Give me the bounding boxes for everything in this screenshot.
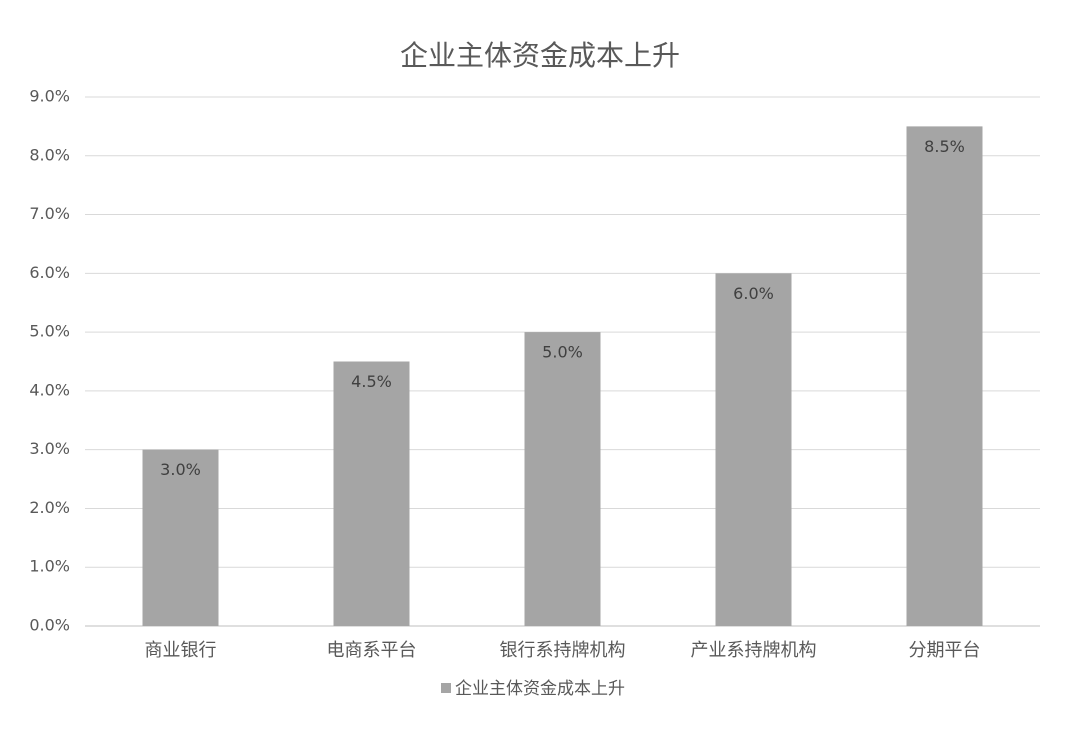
data-label: 6.0% bbox=[733, 284, 774, 303]
chart-title: 企业主体资金成本上升 bbox=[400, 39, 680, 72]
x-tick-label: 产业系持牌机构 bbox=[691, 640, 817, 661]
y-tick-label: 8.0% bbox=[29, 145, 70, 164]
y-tick-label: 5.0% bbox=[29, 322, 70, 341]
data-label: 5.0% bbox=[542, 343, 583, 362]
legend-swatch bbox=[441, 683, 451, 693]
y-tick-label: 1.0% bbox=[29, 557, 70, 576]
y-tick-label: 2.0% bbox=[29, 498, 70, 517]
y-tick-label: 0.0% bbox=[29, 616, 70, 635]
data-label: 3.0% bbox=[160, 460, 201, 479]
bar bbox=[906, 126, 983, 626]
bar bbox=[715, 273, 792, 626]
bar bbox=[142, 449, 219, 626]
y-tick-label: 7.0% bbox=[29, 204, 70, 223]
y-tick-label: 9.0% bbox=[29, 87, 70, 106]
bar bbox=[524, 332, 601, 626]
data-label: 4.5% bbox=[351, 372, 392, 391]
y-tick-label: 6.0% bbox=[29, 263, 70, 282]
x-tick-label: 银行系持牌机构 bbox=[500, 640, 626, 661]
bar bbox=[333, 361, 410, 626]
x-tick-label: 商业银行 bbox=[145, 640, 217, 661]
legend-label: 企业主体资金成本上升 bbox=[455, 679, 625, 699]
data-label: 8.5% bbox=[924, 137, 965, 156]
x-tick-label: 分期平台 bbox=[909, 640, 981, 661]
x-tick-label: 电商系平台 bbox=[327, 640, 417, 661]
y-tick-label: 4.0% bbox=[29, 380, 70, 399]
y-tick-label: 3.0% bbox=[29, 439, 70, 458]
